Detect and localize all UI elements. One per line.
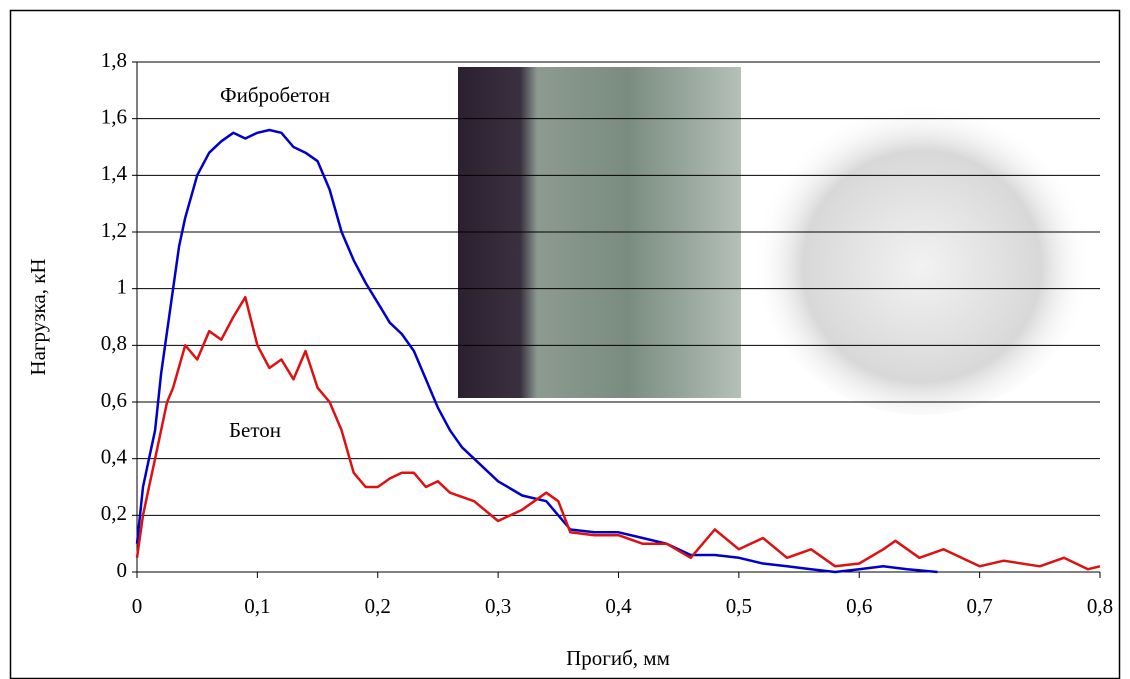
data-line (135, 128, 938, 574)
annotation: Фибробетон (220, 83, 330, 107)
y-tick-label: 0,2 (101, 501, 127, 525)
x-tick-label: 0,5 (726, 594, 752, 618)
photo-fibers (752, 85, 1092, 415)
annotation: Бетон (229, 418, 281, 442)
x-tick-label: 0 (132, 594, 143, 618)
y-tick-label: 1,2 (101, 218, 127, 242)
y-tick-label: 0,4 (101, 444, 128, 468)
data-line (135, 295, 1101, 571)
y-axis-label: Нагрузка, кН (26, 258, 50, 375)
y-tick-label: 1 (117, 274, 128, 298)
x-tick-label: 0,6 (846, 594, 872, 618)
x-tick-label: 0,1 (244, 594, 270, 618)
y-tick-label: 0,6 (101, 388, 127, 412)
x-tick-label: 0,2 (365, 594, 391, 618)
x-axis-label: Прогиб, мм (566, 646, 670, 670)
x-tick-label: 0,7 (967, 594, 993, 618)
x-tick-label: 0,3 (485, 594, 511, 618)
y-tick-label: 1,4 (101, 161, 128, 185)
x-tick-label: 0,8 (1087, 594, 1113, 618)
y-tick-label: 0 (117, 558, 128, 582)
x-tick-label: 0,4 (605, 594, 632, 618)
y-tick-label: 0,8 (101, 331, 127, 355)
y-tick-label: 1,8 (101, 48, 127, 72)
y-tick-label: 1,6 (101, 104, 127, 128)
